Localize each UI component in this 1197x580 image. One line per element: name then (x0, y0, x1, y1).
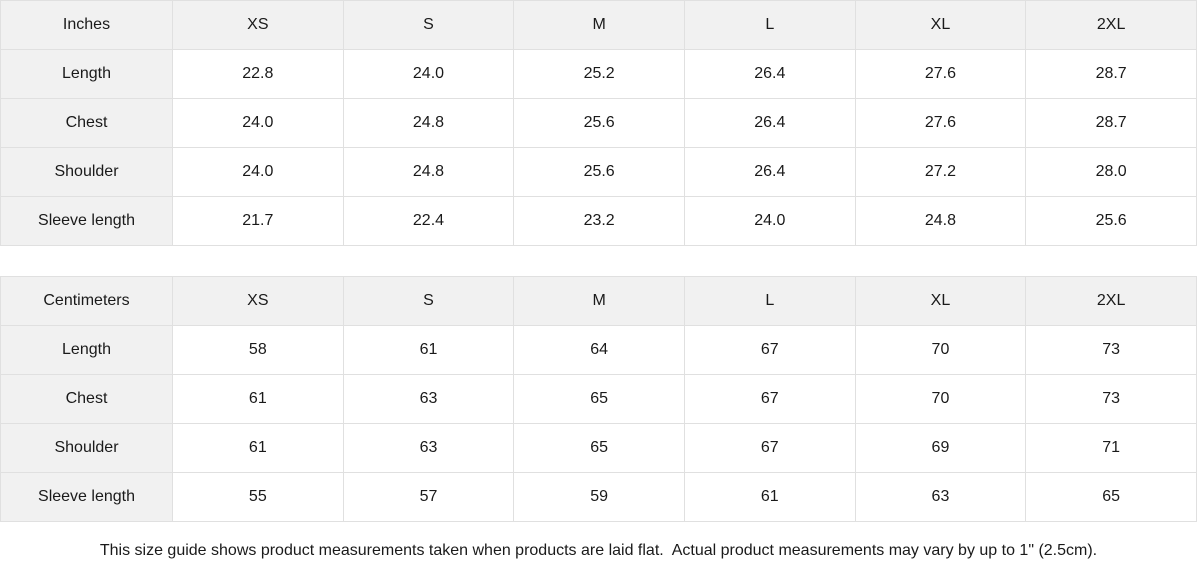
unit-header-cell: Inches (0, 0, 173, 50)
centimeters-size-table: Centimeters XS S M L XL 2XL Length 58 61 64 67 70 73 C… (0, 276, 1197, 522)
measurement-value-cell: 21.7 (172, 196, 344, 246)
size-header-cell: 2XL (1025, 0, 1197, 50)
measurement-value-cell: 23.2 (513, 196, 685, 246)
measurement-value-cell: 24.8 (342, 98, 515, 148)
measurement-value-cell: 26.4 (683, 147, 856, 197)
measurement-value-cell: 65 (513, 374, 685, 424)
measurement-row: Length 22.8 24.0 25.2 26.4 27.6 28.7 (0, 49, 1197, 99)
measurement-value-cell: 63 (342, 423, 515, 473)
measurement-row: Chest 61 63 65 67 70 73 (0, 374, 1197, 424)
measurement-value-cell: 65 (1025, 472, 1197, 522)
table-spacer (0, 246, 1197, 276)
size-header-cell: S (342, 276, 515, 326)
measurement-value-cell: 28.7 (1025, 98, 1197, 148)
measurement-value-cell: 25.2 (513, 49, 685, 99)
measurement-value-cell: 61 (683, 472, 856, 522)
measurement-value-cell: 64 (513, 325, 685, 375)
measurement-row: Length 58 61 64 67 70 73 (0, 325, 1197, 375)
measurement-value-cell: 61 (172, 374, 344, 424)
measurement-row: Shoulder 24.0 24.8 25.6 26.4 27.2 28.0 (0, 147, 1197, 197)
size-header-cell: S (342, 0, 515, 50)
size-header-cell: 2XL (1025, 276, 1197, 326)
measurement-value-cell: 71 (1025, 423, 1197, 473)
size-header-cell: M (513, 276, 685, 326)
measurement-label-cell: Chest (0, 98, 173, 148)
measurement-value-cell: 70 (854, 374, 1027, 424)
measurement-row: Sleeve length 21.7 22.4 23.2 24.0 24.8 25.6 (0, 196, 1197, 246)
size-header-cell: M (513, 0, 685, 50)
measurement-value-cell: 70 (854, 325, 1027, 375)
measurement-value-cell: 24.8 (342, 147, 515, 197)
size-header-row: Centimeters XS S M L XL 2XL (0, 276, 1197, 326)
measurement-value-cell: 67 (683, 325, 856, 375)
measurement-label-cell: Shoulder (0, 147, 173, 197)
size-guide-footnote: This size guide shows product measuremen… (0, 522, 1197, 580)
size-header-cell: XS (172, 276, 344, 326)
measurement-value-cell: 73 (1025, 374, 1197, 424)
measurement-value-cell: 67 (683, 423, 856, 473)
measurement-value-cell: 26.4 (683, 49, 856, 99)
measurement-value-cell: 28.0 (1025, 147, 1197, 197)
measurement-value-cell: 61 (342, 325, 515, 375)
measurement-row: Sleeve length 55 57 59 61 63 65 (0, 472, 1197, 522)
measurement-value-cell: 28.7 (1025, 49, 1197, 99)
measurement-label-cell: Shoulder (0, 423, 173, 473)
measurement-label-cell: Sleeve length (0, 196, 173, 246)
measurement-value-cell: 24.0 (172, 98, 344, 148)
measurement-value-cell: 63 (342, 374, 515, 424)
measurement-value-cell: 55 (172, 472, 344, 522)
measurement-value-cell: 65 (513, 423, 685, 473)
measurement-row: Shoulder 61 63 65 67 69 71 (0, 423, 1197, 473)
measurement-value-cell: 27.6 (854, 49, 1027, 99)
measurement-value-cell: 58 (172, 325, 344, 375)
measurement-value-cell: 73 (1025, 325, 1197, 375)
measurement-label-cell: Length (0, 49, 173, 99)
measurement-value-cell: 67 (683, 374, 856, 424)
measurement-row: Chest 24.0 24.8 25.6 26.4 27.6 28.7 (0, 98, 1197, 148)
measurement-value-cell: 22.4 (342, 196, 515, 246)
measurement-value-cell: 24.0 (683, 196, 856, 246)
size-header-cell: XL (854, 276, 1027, 326)
size-header-cell: XS (172, 0, 344, 50)
measurement-value-cell: 57 (342, 472, 515, 522)
measurement-label-cell: Length (0, 325, 173, 375)
measurement-value-cell: 25.6 (513, 147, 685, 197)
measurement-value-cell: 26.4 (683, 98, 856, 148)
size-header-cell: L (683, 276, 856, 326)
measurement-value-cell: 69 (854, 423, 1027, 473)
measurement-value-cell: 24.0 (342, 49, 515, 99)
unit-header-cell: Centimeters (0, 276, 173, 326)
measurement-value-cell: 27.2 (854, 147, 1027, 197)
measurement-value-cell: 24.0 (172, 147, 344, 197)
measurement-value-cell: 61 (172, 423, 344, 473)
size-header-row: Inches XS S M L XL 2XL (0, 0, 1197, 50)
inches-size-table: Inches XS S M L XL 2XL Length 22.8 24.0 25.2 26.4 27… (0, 0, 1197, 246)
measurement-value-cell: 27.6 (854, 98, 1027, 148)
measurement-label-cell: Sleeve length (0, 472, 173, 522)
measurement-value-cell: 24.8 (854, 196, 1027, 246)
measurement-label-cell: Chest (0, 374, 173, 424)
size-header-cell: L (683, 0, 856, 50)
measurement-value-cell: 22.8 (172, 49, 344, 99)
measurement-value-cell: 59 (513, 472, 685, 522)
size-header-cell: XL (854, 0, 1027, 50)
measurement-value-cell: 25.6 (1025, 196, 1197, 246)
measurement-value-cell: 25.6 (513, 98, 685, 148)
measurement-value-cell: 63 (854, 472, 1027, 522)
